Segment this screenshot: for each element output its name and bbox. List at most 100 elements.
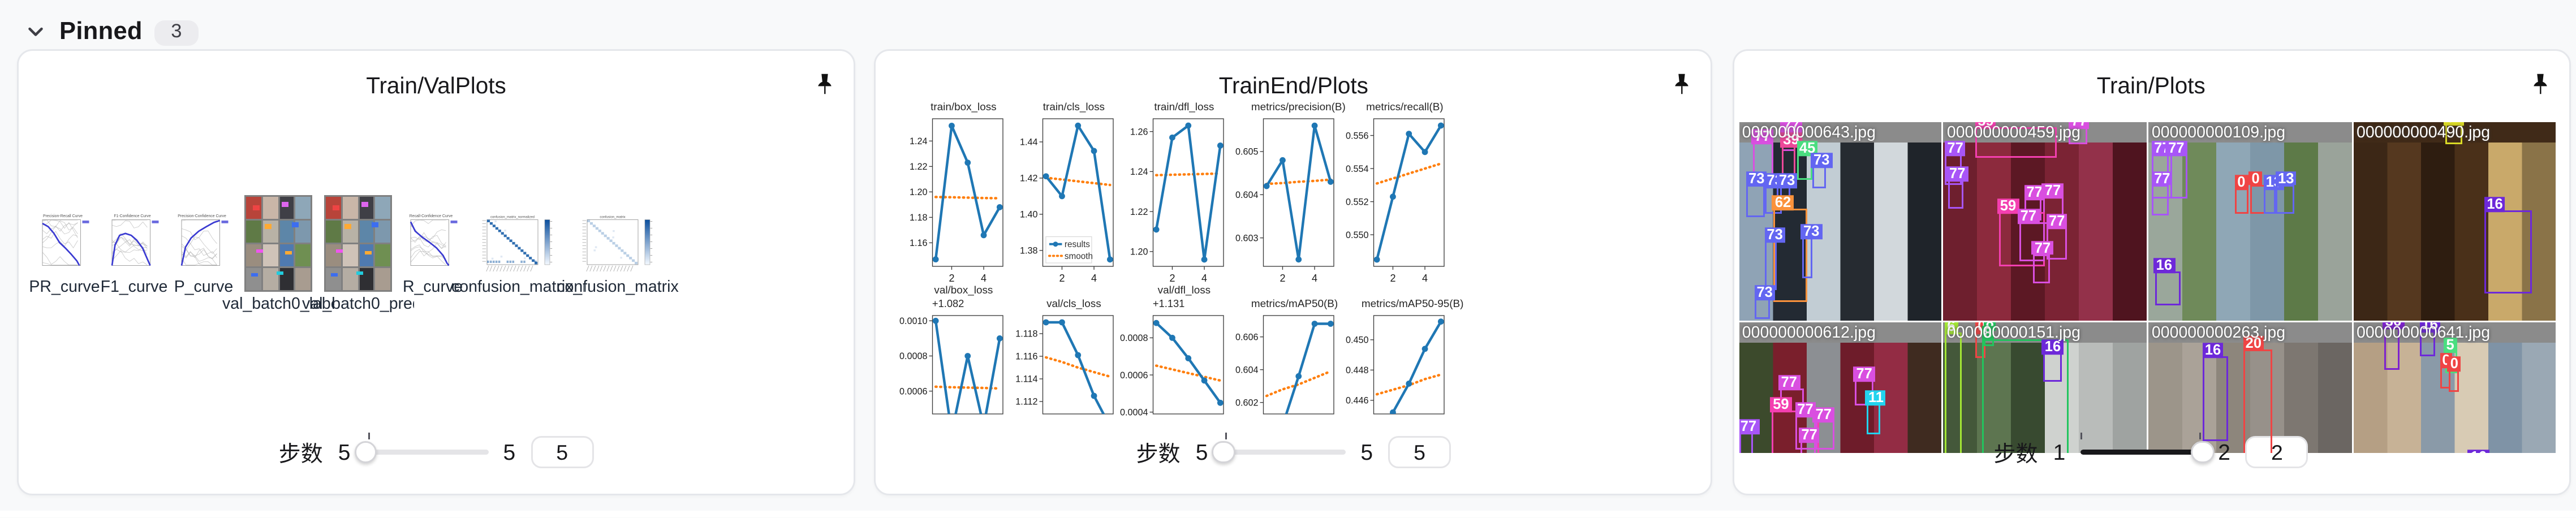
- pin-icon[interactable]: [813, 74, 837, 99]
- svg-text:2: 2: [1390, 273, 1396, 284]
- chart-title: val/cls_loss: [1046, 298, 1101, 310]
- axis-offset-label: +1.131: [1152, 299, 1185, 311]
- training-image-tile[interactable]: 000000000490.jpg64 16: [2353, 122, 2557, 321]
- thumbnail-R_curve[interactable]: Recall-Confidence Curve R_curve: [403, 212, 463, 297]
- panel-train-valplots: Train/ValPlots Precision-Recall Curve PR_…: [17, 49, 855, 495]
- bbox-label: 16: [2202, 342, 2224, 359]
- steps-slider[interactable]: [354, 433, 488, 464]
- bbox-label: 77: [2042, 182, 2064, 198]
- bbox-label: 73: [1764, 227, 1786, 244]
- bounding-box: 62: [1772, 194, 1808, 301]
- training-image-tile[interactable]: 000000000151.jpg608816: [1943, 322, 2147, 452]
- chart-title: metrics/recall(B): [1366, 102, 1444, 114]
- image-filename: 000000000641.jpg: [2356, 323, 2491, 343]
- bounding-box: 73: [1764, 227, 1786, 290]
- thumbnail-confusion_matrix[interactable]: confusion_matrix confusion_matrix: [557, 213, 679, 296]
- bbox-label: 77: [2068, 122, 2090, 128]
- svg-text:Recall-Confidence Curve: Recall-Confidence Curve: [410, 215, 453, 219]
- mini-chart-metrics/mAP50(B)[interactable]: metrics/mAP50(B) 0.602 0.604 0.606: [1227, 286, 1338, 416]
- thumbnail-label: R_curve: [402, 278, 463, 297]
- bbox-label: 77: [2023, 184, 2045, 200]
- bbox-label: 73: [1800, 223, 1822, 240]
- bounding-box: 36: [2383, 322, 2404, 371]
- thumbnail-val_batch0_labels[interactable]: val_batch0_labels: [222, 195, 334, 314]
- slider-handle[interactable]: [1212, 440, 1235, 464]
- svg-text:1.116: 1.116: [1016, 351, 1038, 361]
- detection-label-chip: [344, 225, 351, 229]
- bbox-label: 77: [1799, 428, 1820, 444]
- thumbnail-val_batch0_pred[interactable]: val_batch0_pred: [302, 195, 414, 314]
- bbox-label: 73: [1754, 285, 1776, 301]
- mini-chart-metrics/recall(B)[interactable]: metrics/recall(B) 0.550 0.552 0.554 0.556 2 4: [1338, 102, 1448, 286]
- bbox-label: 59: [1975, 122, 1997, 128]
- mini-chart-val/cls_loss[interactable]: val/cls_loss 1.112 1.114 1.116 1.118: [1007, 286, 1117, 416]
- chart-title: val/box_loss: [934, 285, 993, 297]
- slider-track[interactable]: [2080, 450, 2203, 455]
- bbox-label: 0: [2248, 170, 2263, 186]
- training-image-tile[interactable]: 000000000641.jpg361650010003383816: [2353, 322, 2557, 452]
- mini-chart-train/cls_loss[interactable]: train/cls_loss 1.38 1.40 1.42 1.44 2 4 results s…: [1007, 102, 1117, 286]
- training-image-tile[interactable]: 000000000263.jpg 16 20: [2148, 322, 2351, 452]
- svg-text:1.38: 1.38: [1020, 246, 1039, 256]
- detection-label-chip: [331, 273, 338, 278]
- steps-input[interactable]: 5: [1388, 436, 1451, 469]
- slider-min-value: 1: [2053, 439, 2066, 465]
- training-image-tile[interactable]: 000000000643.jpg 77 77 39 45 73 73 73 73 62 73 73 73: [1738, 122, 1942, 321]
- pin-icon[interactable]: [1670, 74, 1694, 99]
- bbox-label: 8: [1981, 325, 1995, 340]
- chevron-down-icon[interactable]: [24, 20, 48, 44]
- panel-title: Train/Plots: [2096, 73, 2205, 99]
- bbox-label: 77: [1853, 366, 1875, 382]
- svg-text:1.24: 1.24: [910, 137, 928, 147]
- slider-track[interactable]: [1223, 450, 1346, 455]
- bounding-box: 13: [2263, 174, 2285, 214]
- svg-text:0.0008: 0.0008: [900, 351, 928, 361]
- bbox-label: 16: [2419, 322, 2441, 333]
- mini-chart-train/dfl_loss[interactable]: train/dfl_loss 1.20 1.22 1.24 1.26 2 4: [1117, 102, 1227, 286]
- chart-title: train/dfl_loss: [1154, 102, 1214, 114]
- bbox-label: 77: [2018, 208, 2039, 224]
- training-image-tile[interactable]: 000000000109.jpg 77 77 77 0 0 13 13 16: [2148, 122, 2351, 321]
- steps-input[interactable]: 2: [2245, 436, 2308, 469]
- slider-tick: [1225, 433, 1227, 439]
- training-image-tile[interactable]: 000000000459.jpg59777777777759777777: [1943, 122, 2147, 321]
- bbox-label: 77: [2151, 170, 2173, 186]
- training-image-tile[interactable]: 000000000612.jpg 77 77 77 59 77 77 77 11: [1738, 322, 1942, 452]
- steps-slider[interactable]: [1212, 433, 1346, 464]
- mini-chart-train/box_loss[interactable]: train/box_loss 1.16 1.18 1.20 1.22 1.24 2 4: [897, 102, 1007, 286]
- mini-chart-val/dfl_loss[interactable]: val/dfl_loss +1.131 0.0004 0.0006 0.0008: [1117, 286, 1227, 415]
- svg-text:1.26: 1.26: [1131, 127, 1149, 137]
- bbox-label: 77: [1778, 374, 1800, 390]
- slider-handle[interactable]: [354, 440, 377, 464]
- mini-chart-metrics/precision(B)[interactable]: metrics/precision(B) 0.603 0.604 0.605 2 4: [1227, 102, 1346, 286]
- svg-text:1.18: 1.18: [910, 213, 928, 223]
- mini-chart-metrics/mAP50-95(B)[interactable]: metrics/mAP50-95(B) 0.446 0.448 0.450: [1338, 286, 1463, 416]
- mini-charts-grid: train/box_loss 1.16 1.18 1.20 1.22 1.24 2 4 trai…: [897, 102, 1464, 416]
- mini-chart-val/box_loss[interactable]: val/box_loss +1.082 0.0006 0.0008 0.0010: [897, 286, 1007, 416]
- steps-slider-row: 步数 1 2 2: [1734, 433, 2569, 469]
- svg-text:0.605: 0.605: [1236, 148, 1259, 158]
- thumbnail-F1_curve[interactable]: F1-Confidence Curve F1_curve: [101, 212, 167, 297]
- bbox-label: 0: [2448, 356, 2461, 373]
- pin-icon[interactable]: [2528, 74, 2552, 99]
- slider-track[interactable]: [365, 450, 488, 455]
- bbox-label: 5: [2444, 336, 2457, 353]
- steps-slider[interactable]: [2080, 433, 2215, 464]
- thumbnail-confusion_matrix_normalized[interactable]: confusion_matrix_normalized confusion_mat…: [451, 213, 584, 296]
- detection-label-chip: [362, 202, 369, 207]
- bounding-box: 16: [2484, 196, 2532, 293]
- slider-min-value: 5: [338, 439, 351, 465]
- svg-text:0.604: 0.604: [1236, 365, 1259, 375]
- bbox-label: 77: [1946, 166, 1968, 182]
- steps-input[interactable]: 5: [531, 436, 594, 469]
- chart-plot: 0.603 0.604 0.605 2 4: [1236, 119, 1335, 284]
- section-title: Pinned: [59, 19, 143, 46]
- bbox-label: 77: [1752, 128, 1773, 144]
- bounding-box: 16: [2042, 338, 2064, 383]
- slider-handle[interactable]: [2191, 440, 2215, 464]
- bbox-label: 59: [1997, 198, 2019, 214]
- chart-title: train/cls_loss: [1043, 102, 1105, 114]
- thumbnail-PR_curve[interactable]: Precision-Recall Curve PR_curve: [29, 212, 100, 297]
- bounding-box: 20: [2243, 334, 2272, 452]
- thumbnail-P_curve[interactable]: Precision-Confidence Curve P_curve: [174, 212, 233, 297]
